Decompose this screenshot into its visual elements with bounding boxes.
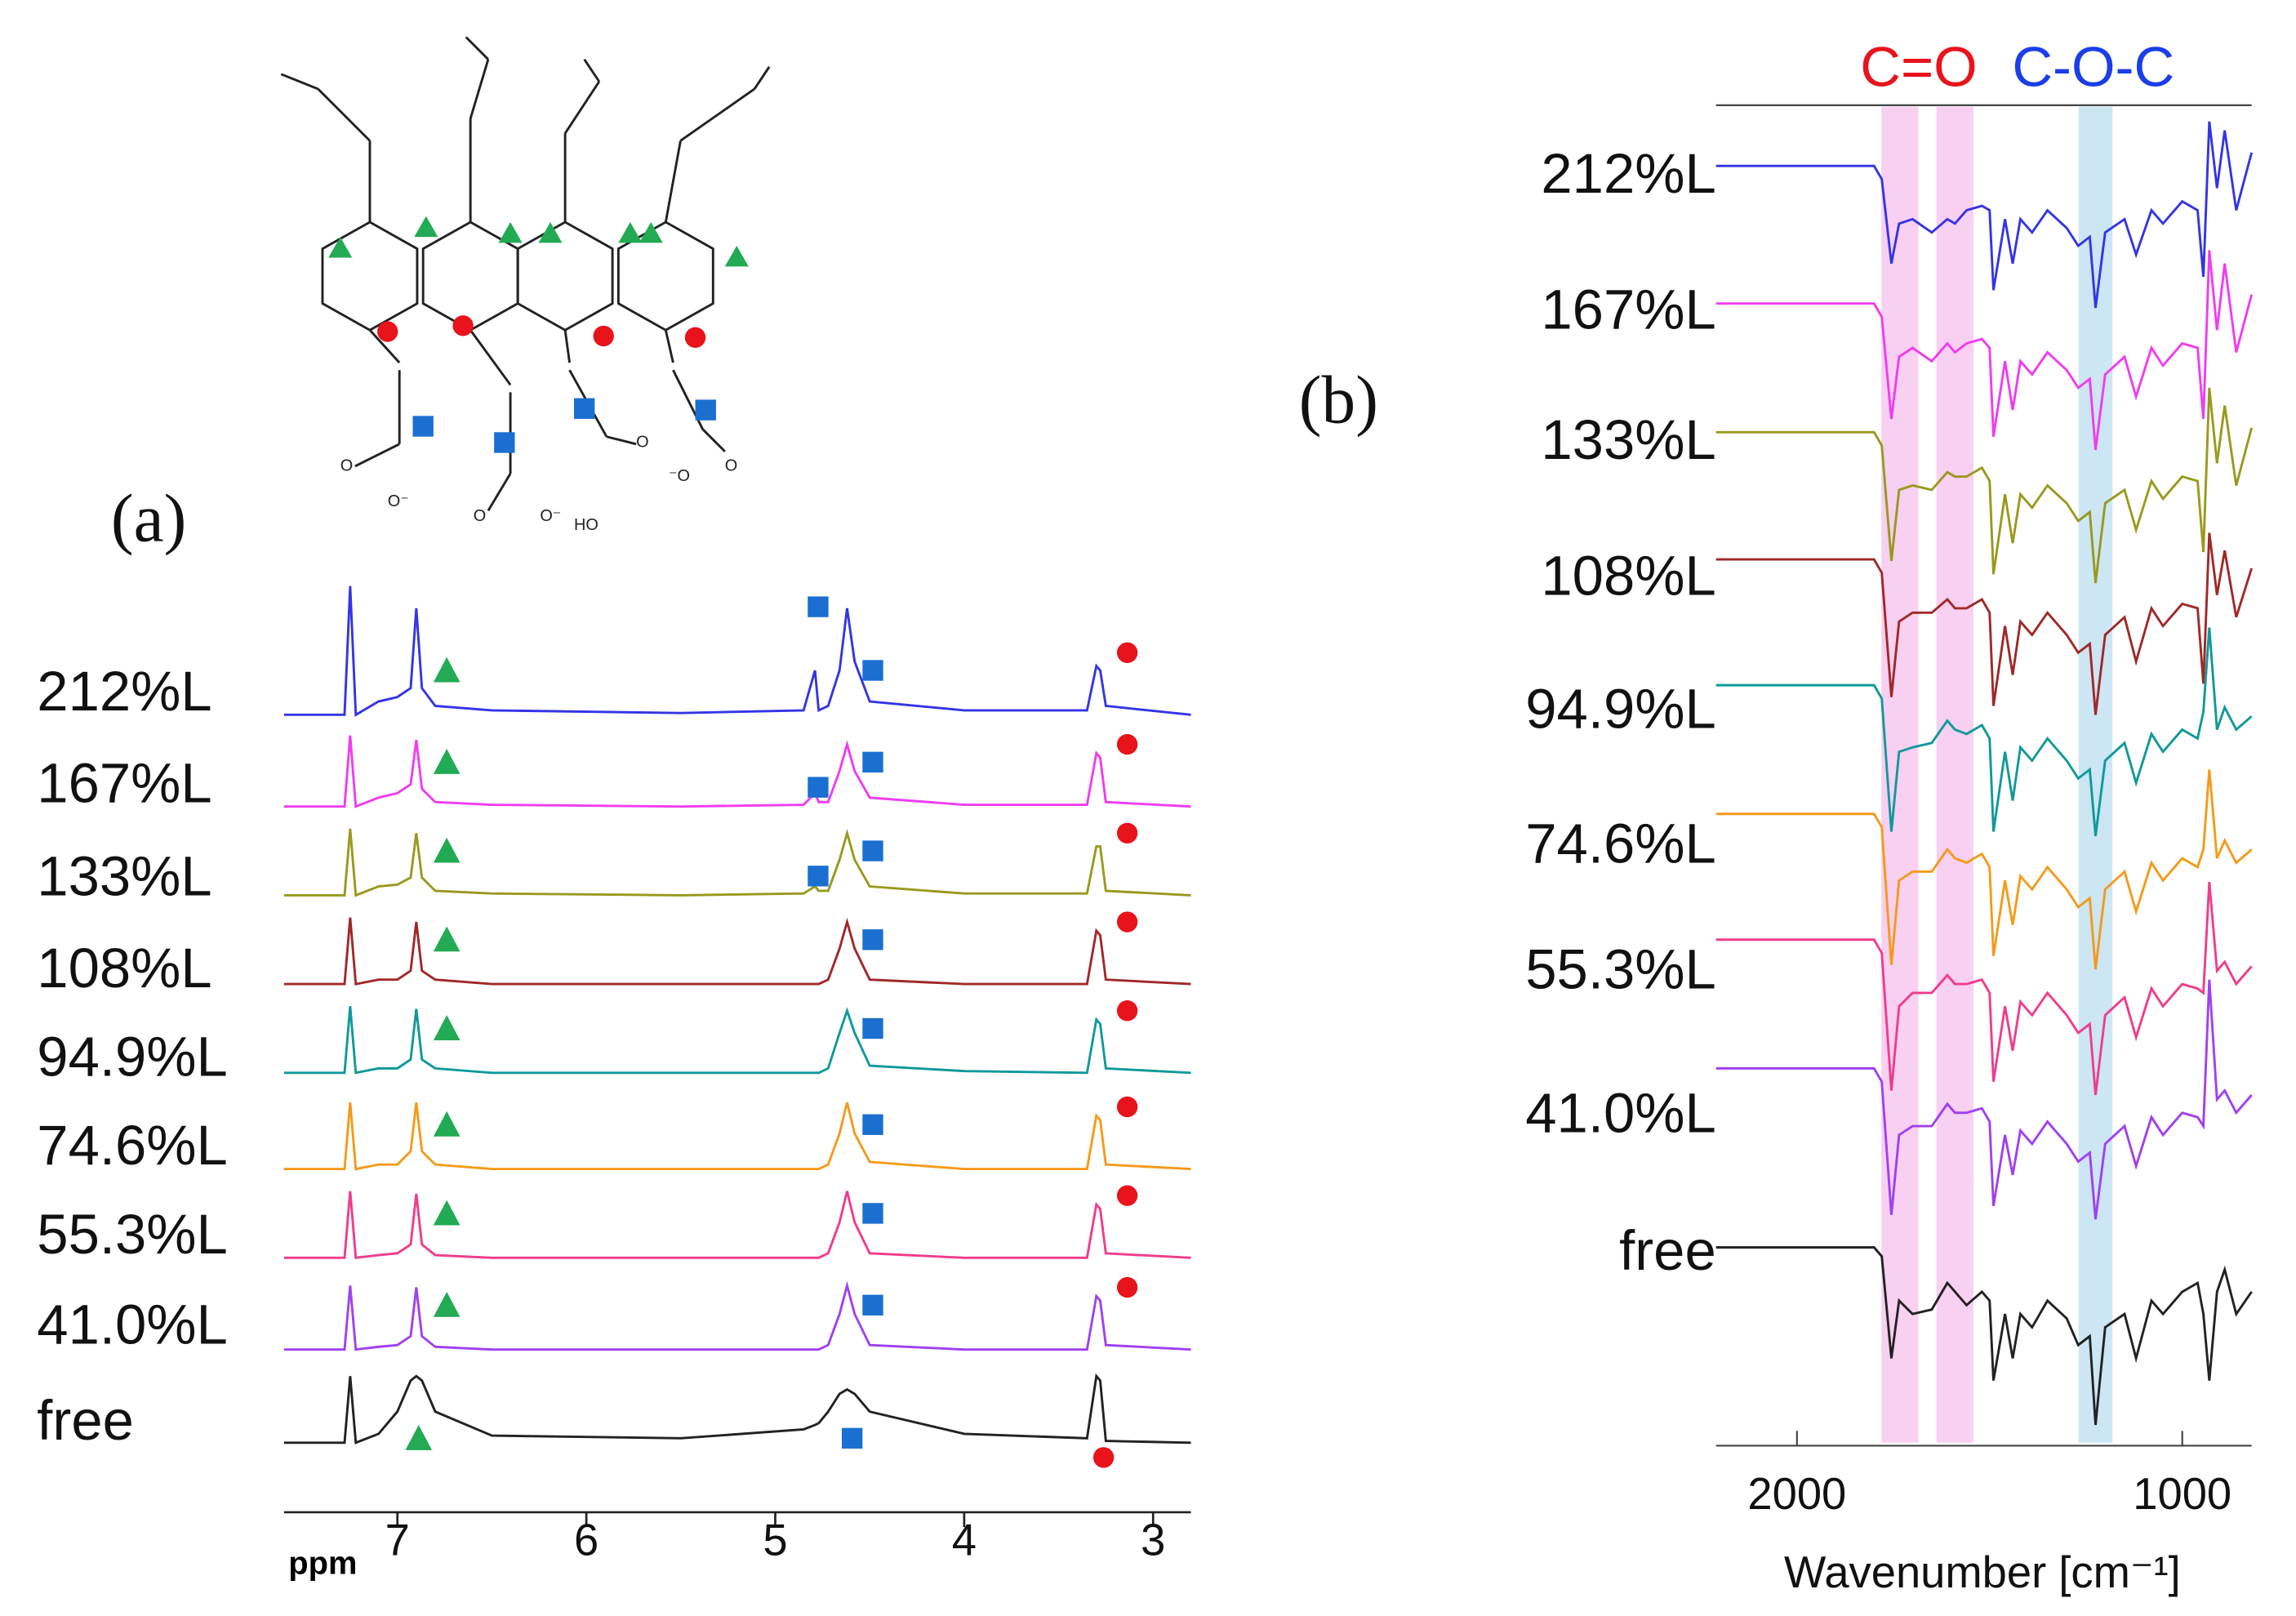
square-marker [862,660,883,681]
circle-marker [1116,822,1138,844]
band-annotation: C-O-C [2012,35,2174,98]
sample-label: 212%L [1541,142,1715,205]
sample-label: 133%L [1541,408,1715,471]
square-marker [862,1017,883,1039]
sample-label: 133%L [37,844,211,907]
sample-label: 41.0%L [1525,1081,1715,1144]
sample-label: 212%L [37,660,211,723]
square-marker [862,1114,883,1135]
svg-text:O: O [474,507,487,525]
sample-label: 41.0%L [37,1293,228,1356]
circle-marker [1092,1447,1115,1468]
triangle-marker [405,1425,433,1450]
svg-text:O⁻: O⁻ [540,507,561,525]
circle-marker [1116,1096,1138,1118]
square-marker [862,929,883,950]
highlight-band [1936,106,1973,1443]
triangle-marker [433,1015,461,1040]
spectrum [1715,881,2253,1096]
x-tick-label: 6 [574,1515,598,1565]
spectrum [283,585,1191,717]
circle-marker [1116,1000,1138,1022]
spectrum [283,1191,1191,1259]
triangle-marker [433,1111,461,1137]
x-tick-label: 3 [1141,1515,1165,1565]
sample-label: 74.6%L [1525,812,1715,875]
spectrum [1715,979,2253,1220]
sample-label: free [1619,1219,1716,1282]
square-marker [808,596,829,617]
square-marker [862,1203,883,1224]
band-annotation: C=O [1860,35,1977,98]
svg-text:O: O [340,456,354,474]
spectrum [1715,627,2253,837]
square-marker [808,777,829,798]
panel-label: (a) [111,482,186,557]
triangle-marker [433,1291,461,1317]
spectrum [283,828,1191,897]
sample-label: 55.3%L [1525,938,1715,1001]
spectrum [1715,769,2253,970]
spectrum [1715,250,2254,451]
sample-label: 55.3%L [37,1203,228,1266]
sample-label: 74.6%L [37,1114,228,1177]
sample-label: 167%L [37,751,211,814]
spectrum [283,1373,1191,1445]
svg-text:O⁻: O⁻ [388,492,409,510]
circle-marker [1116,1276,1138,1298]
triangle-marker [433,1200,461,1226]
spectrum [1715,1246,2253,1426]
triangle-marker [433,657,461,683]
triangle-marker [433,837,461,863]
sample-label: free [37,1389,134,1452]
square-marker [808,866,829,887]
svg-text:HO: HO [574,516,598,534]
molecule-structure: OO⁻O O⁻ HOO⁻OO [280,36,771,534]
spectrum [283,1006,1191,1075]
circle-marker [1116,911,1138,933]
square-marker [841,1427,863,1449]
circle-marker [1116,733,1138,755]
x-tick-label: 2000 [1747,1469,1846,1519]
x-tick-label: 7 [385,1515,410,1565]
x-tick-label: 5 [763,1515,787,1565]
spectrum [283,1280,1191,1351]
spectrum [283,1102,1191,1171]
square-marker [862,840,883,861]
sample-label: 108%L [1541,545,1715,608]
x-tick-label: 4 [952,1515,977,1565]
x-tick-label: 1000 [2133,1469,2231,1519]
panel-label: (b) [1299,363,1378,439]
spectrum [1715,121,2254,309]
svg-text:⁻O: ⁻O [669,467,690,485]
sample-label: 167%L [1541,278,1715,341]
x-axis-label: Wavenumber [cm⁻¹] [1784,1547,2181,1597]
circle-marker [1116,1185,1138,1206]
svg-text:O: O [725,456,738,474]
x-axis-label: ppm [288,1546,357,1582]
spectrum [1715,532,2254,715]
svg-text:O: O [636,433,649,451]
circle-marker [1116,642,1138,663]
spectrum [283,917,1191,986]
spectrum [283,735,1191,808]
triangle-marker [433,749,461,774]
square-marker [862,1294,883,1316]
sample-label: 94.9%L [1525,678,1715,741]
square-marker [862,751,883,773]
triangle-marker [433,926,461,952]
sample-label: 108%L [37,937,211,999]
sample-label: 94.9%L [37,1026,228,1088]
spectrum [1715,387,2254,584]
